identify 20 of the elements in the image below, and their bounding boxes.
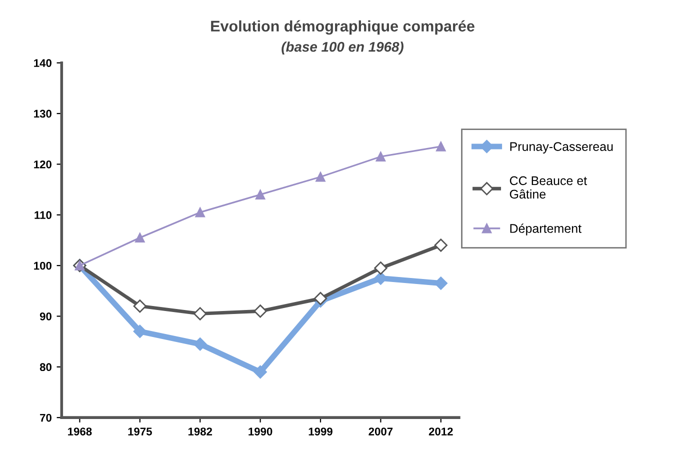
y-tick-label: 110 [34, 211, 52, 220]
legend-label: Département [510, 224, 582, 236]
y-tick-label: 90 [40, 312, 52, 320]
x-tick-label: 1968 [68, 428, 92, 436]
legend-label: CC Beauce et Gâtine [510, 176, 588, 199]
y-tick-label: 130 [34, 110, 52, 118]
y-tick-label: 70 [40, 414, 52, 422]
y-tick-label: 100 [34, 262, 52, 270]
x-tick-label: 1982 [188, 428, 212, 436]
y-tick-label: 80 [40, 363, 52, 372]
legend-label: Prunay-Cassereau [510, 142, 613, 154]
x-tick-label: 1999 [308, 428, 332, 436]
x-tick-label: 2007 [368, 428, 393, 436]
x-tick-label: 1990 [248, 428, 272, 436]
y-tick-label: 120 [34, 160, 52, 168]
x-tick-label: 2012 [428, 428, 453, 436]
y-tick-label: 140 [34, 59, 52, 67]
chart-subtitle: (base 100 en 1968) [282, 42, 404, 55]
chart-title: Evolution démographique comparée [211, 20, 474, 35]
x-tick-label: 1975 [128, 428, 152, 436]
